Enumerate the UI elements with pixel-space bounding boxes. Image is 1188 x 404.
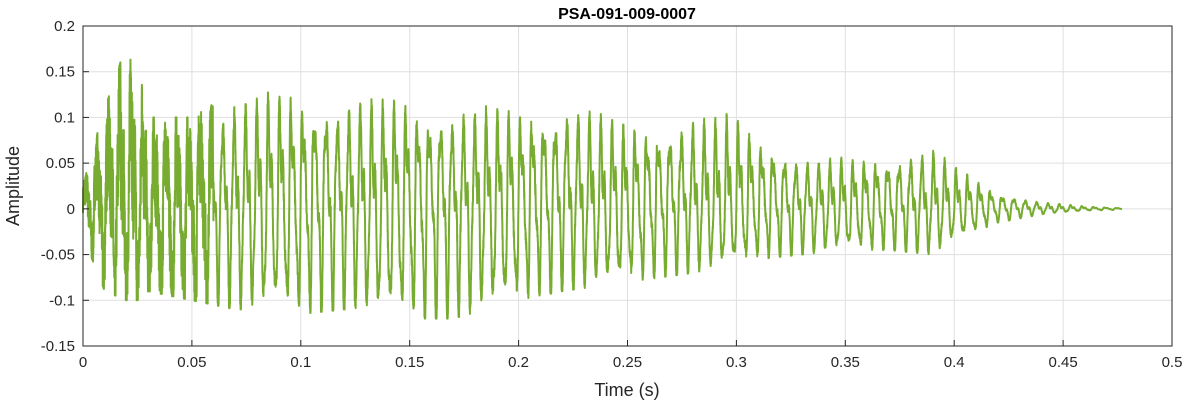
x-tick-label: 0.3 bbox=[726, 354, 747, 371]
x-tick-label: 0.05 bbox=[177, 354, 206, 371]
y-tick-label: -0.05 bbox=[41, 247, 75, 264]
y-tick-label: -0.1 bbox=[49, 292, 75, 309]
x-tick-label: 0.45 bbox=[1048, 354, 1077, 371]
y-axis-ticks: -0.15 -0.1 -0.05 0 0.05 0.1 0.15 0.2 bbox=[41, 18, 89, 355]
x-tick-label: 0.5 bbox=[1162, 354, 1183, 371]
x-tick-label: 0.2 bbox=[508, 354, 529, 371]
x-tick-label: 0.25 bbox=[613, 354, 642, 371]
x-axis-label: Time (s) bbox=[594, 380, 659, 400]
x-tick-label: 0 bbox=[79, 354, 87, 371]
x-tick-label: 0.15 bbox=[395, 354, 424, 371]
y-tick-label: -0.15 bbox=[41, 338, 75, 355]
y-tick-label: 0.05 bbox=[46, 155, 75, 172]
y-tick-label: 0.15 bbox=[46, 64, 75, 81]
y-tick-label: 0.2 bbox=[54, 18, 75, 35]
chart-title: PSA-091-009-0007 bbox=[558, 6, 696, 23]
y-tick-label: 0 bbox=[67, 201, 75, 218]
plot-area bbox=[82, 58, 1123, 320]
x-tick-label: 0.1 bbox=[290, 354, 311, 371]
x-axis-ticks: 0 0.05 0.1 0.15 0.2 0.25 0.3 0.35 0.4 0.45 0.5 bbox=[79, 340, 1183, 371]
waveform-series-line bbox=[82, 58, 1123, 320]
y-tick-label: 0.1 bbox=[54, 109, 75, 126]
x-tick-label: 0.35 bbox=[831, 354, 860, 371]
y-axis-label: Amplitude bbox=[3, 146, 23, 226]
x-tick-label: 0.4 bbox=[944, 354, 965, 371]
